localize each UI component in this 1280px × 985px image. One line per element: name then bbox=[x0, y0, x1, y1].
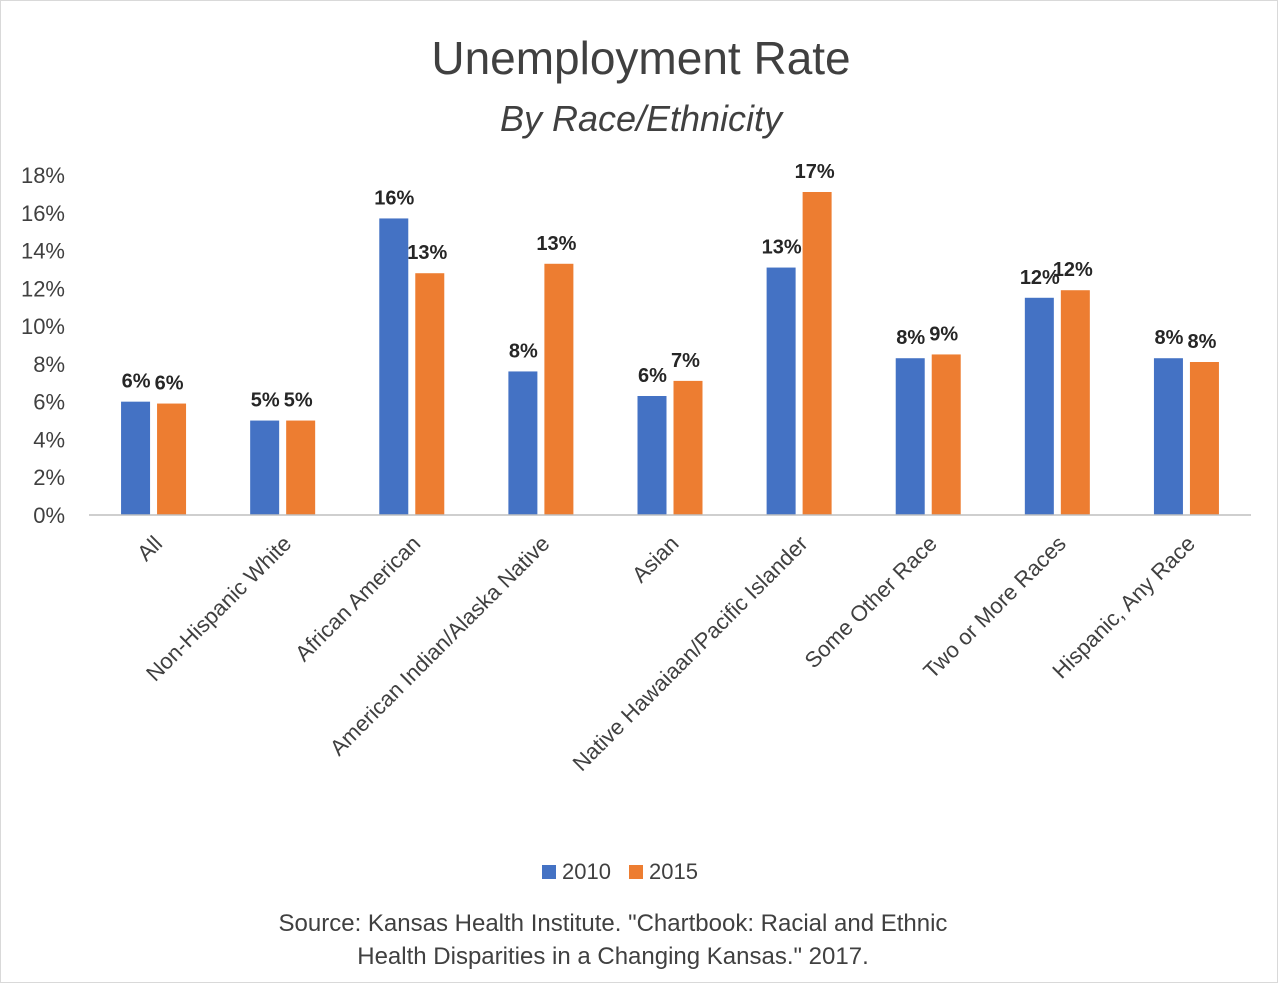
y-axis: 0% 2% 4% 6% 8% 10% 12% 14% 16% 18% bbox=[21, 163, 65, 528]
y-tick-label: 16% bbox=[21, 201, 65, 226]
y-tick-label: 14% bbox=[21, 239, 65, 264]
data-label-2015: 13% bbox=[407, 242, 447, 264]
bar-2010 bbox=[895, 358, 925, 515]
source-line-2: Health Disparities in a Changing Kansas.… bbox=[357, 943, 869, 970]
data-label-2015: 9% bbox=[929, 323, 958, 345]
x-category-label: Some Other Race bbox=[800, 531, 942, 673]
legend-swatch-2015 bbox=[629, 865, 643, 879]
bar-2010 bbox=[637, 396, 667, 515]
chart-subtitle: By Race/Ethnicity bbox=[500, 98, 784, 139]
bar-2015 bbox=[1189, 362, 1219, 515]
data-label-2010: 16% bbox=[374, 187, 414, 209]
x-category-label: Asian bbox=[627, 531, 684, 588]
bar-2015 bbox=[1060, 290, 1090, 515]
data-label-2015: 5% bbox=[284, 390, 313, 412]
bar-2015 bbox=[286, 420, 316, 515]
data-label-2010: 8% bbox=[1154, 327, 1183, 349]
data-label-2010: 12% bbox=[1020, 267, 1060, 289]
x-category-label: All bbox=[132, 531, 167, 566]
data-label-2015: 6% bbox=[155, 373, 184, 395]
source-line-1: Source: Kansas Health Institute. "Chartb… bbox=[279, 910, 948, 937]
bar-2010 bbox=[508, 371, 538, 515]
bar-2010 bbox=[1153, 358, 1183, 515]
x-category-label: Non-Hispanic White bbox=[141, 531, 296, 686]
bar-2010 bbox=[766, 267, 796, 515]
data-label-2015: 7% bbox=[671, 350, 700, 372]
legend-label-2010: 2010 bbox=[562, 859, 611, 884]
x-category-label: Hispanic, Any Race bbox=[1047, 531, 1200, 684]
data-label-2010: 8% bbox=[896, 327, 925, 349]
y-tick-label: 0% bbox=[33, 503, 65, 528]
y-tick-label: 6% bbox=[33, 390, 65, 415]
y-tick-label: 2% bbox=[33, 465, 65, 490]
bar-2015 bbox=[802, 192, 832, 515]
data-label-2015: 17% bbox=[795, 161, 835, 183]
legend: 2010 2015 bbox=[542, 859, 698, 884]
chart-title: Unemployment Rate bbox=[431, 32, 850, 84]
bar-2010 bbox=[121, 401, 151, 515]
x-category-label: Two or More Races bbox=[918, 531, 1071, 684]
bars-group: 6% 6%5% 5%16%13%8%13%6%7%13%17%8% 9%12%12%8… bbox=[121, 161, 1219, 515]
x-category-label: American Indian/Alaska Native bbox=[325, 531, 555, 761]
bar-2010 bbox=[1024, 297, 1054, 515]
y-tick-label: 12% bbox=[21, 276, 65, 301]
data-label-2010: 8% bbox=[509, 340, 538, 362]
data-label-2010: 6% bbox=[122, 371, 151, 393]
bar-2015 bbox=[415, 273, 445, 515]
data-label-2015: 13% bbox=[536, 233, 576, 255]
y-tick-label: 4% bbox=[33, 427, 65, 452]
bar-2010 bbox=[379, 218, 409, 515]
bar-2015 bbox=[673, 380, 703, 515]
bar-2015 bbox=[931, 354, 961, 515]
legend-swatch-2010 bbox=[542, 865, 556, 879]
y-tick-label: 18% bbox=[21, 163, 65, 188]
x-category-label: African American bbox=[290, 531, 425, 666]
bar-2015 bbox=[157, 403, 187, 515]
y-tick-label: 10% bbox=[21, 314, 65, 339]
y-tick-label: 8% bbox=[33, 352, 65, 377]
data-label-2010: 5% bbox=[251, 390, 280, 412]
data-label-2015: 12% bbox=[1053, 259, 1093, 281]
legend-label-2015: 2015 bbox=[649, 859, 698, 884]
data-label-2010: 13% bbox=[762, 237, 802, 259]
data-label-2015: 8% bbox=[1187, 331, 1216, 353]
bar-2010 bbox=[250, 420, 280, 515]
bar-2015 bbox=[544, 263, 574, 515]
data-label-2010: 6% bbox=[638, 365, 667, 387]
x-category-label: Native Hawaiaan/Pacific Islander bbox=[568, 531, 813, 776]
